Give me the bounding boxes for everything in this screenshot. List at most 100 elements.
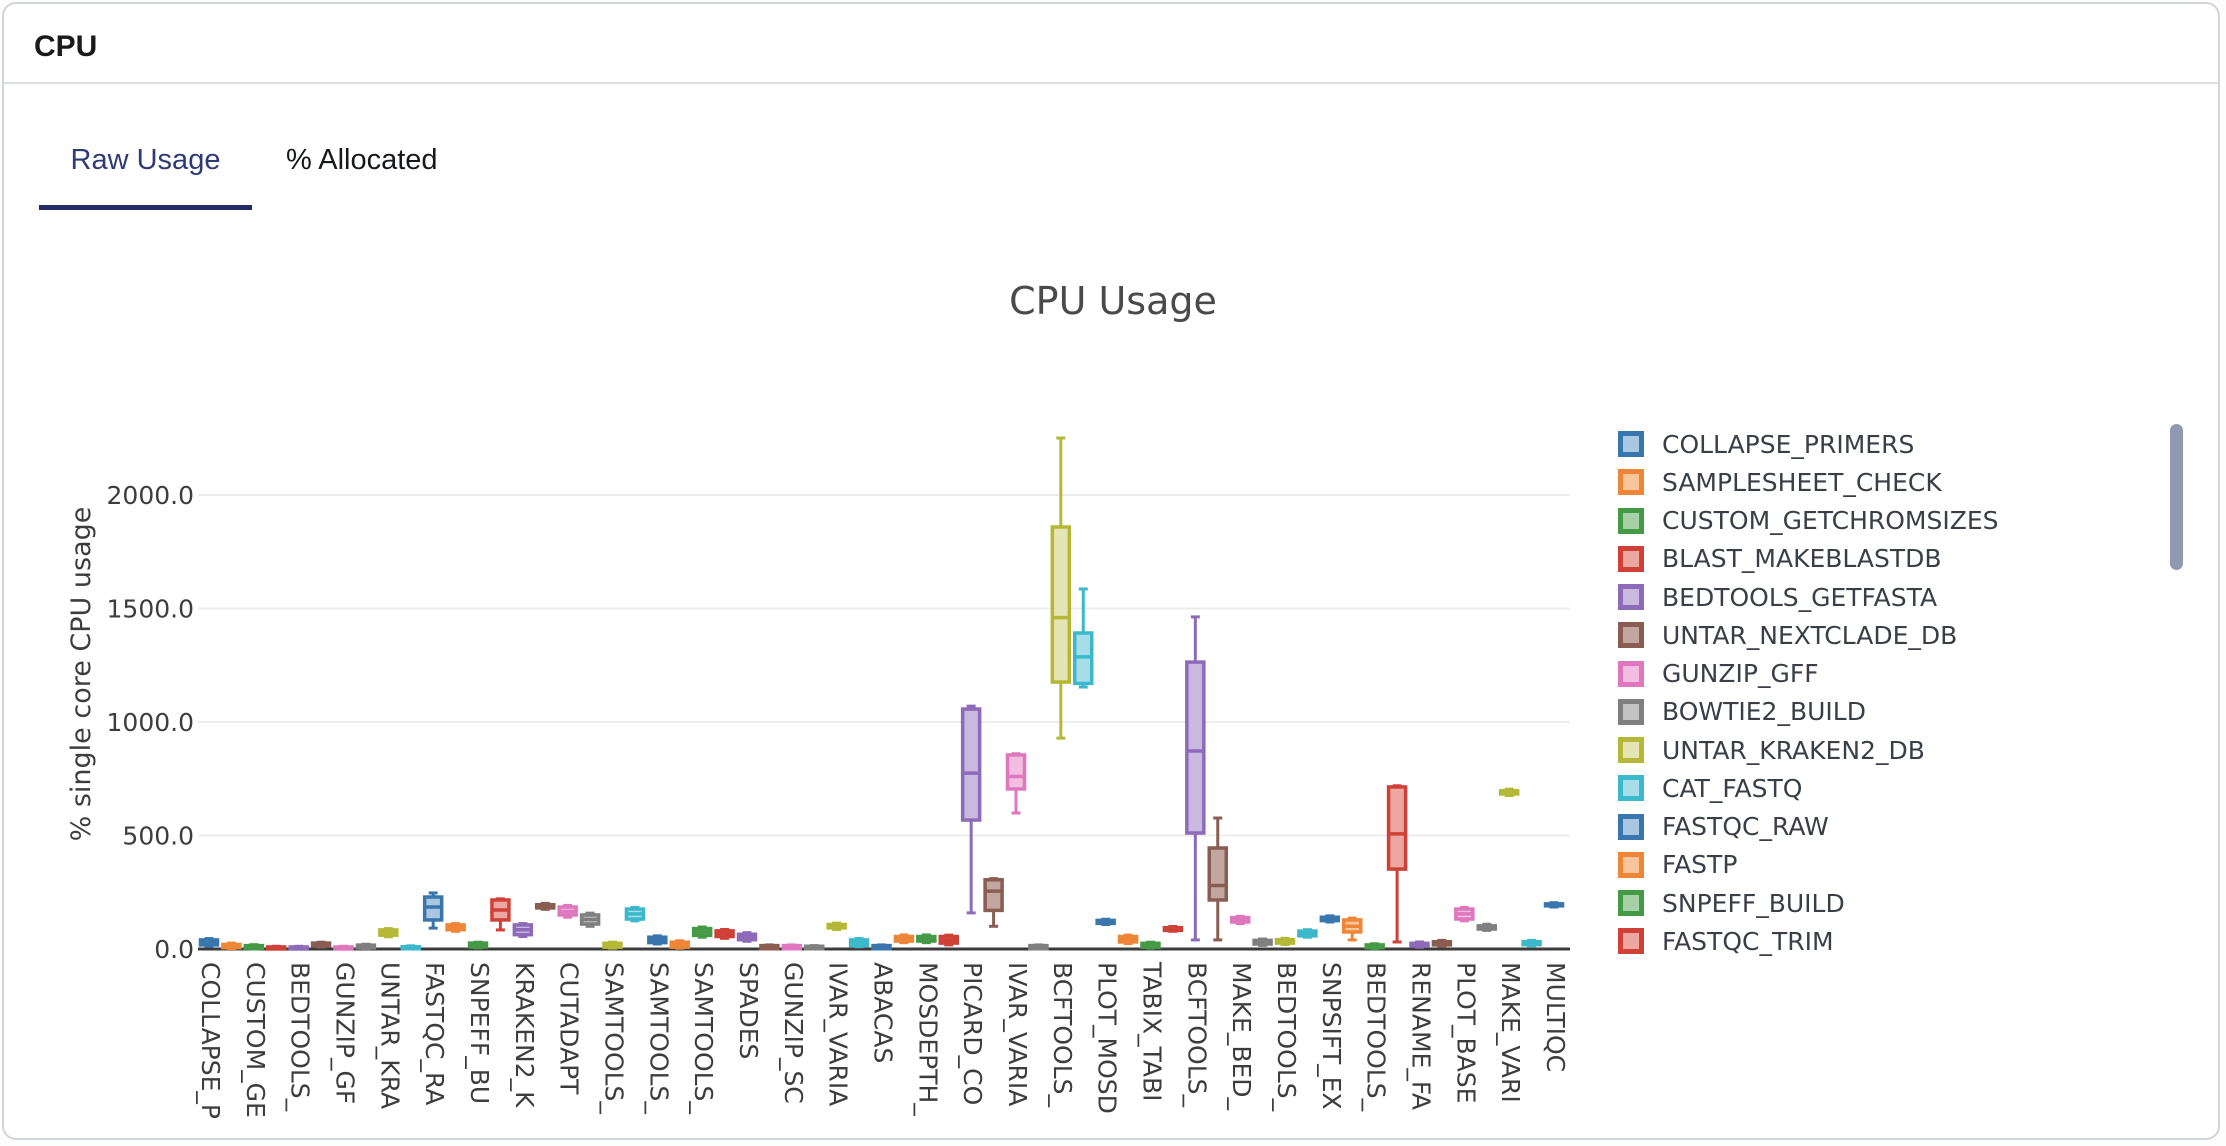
boxplot-box[interactable] [512, 922, 534, 939]
boxplot-box[interactable] [1073, 587, 1094, 689]
boxplot-box[interactable] [1274, 936, 1296, 946]
boxplot-box[interactable] [1386, 784, 1408, 944]
boxplot-box[interactable] [266, 944, 287, 951]
cpu-usage-boxplot-chart: 0.0 500.0 1000.0 1500.0 2000.0 COLLAPSE_P CUS… [66, 279, 1570, 1119]
legend-label: FASTQC_RAW [1662, 812, 1829, 841]
boxplot-box[interactable] [1543, 901, 1565, 909]
boxplot-box[interactable] [1521, 938, 1542, 948]
legend-item[interactable]: FASTQC_TRIM [1618, 926, 1834, 956]
boxplot-box[interactable] [1207, 816, 1229, 942]
boxplot-box[interactable] [938, 933, 960, 947]
boxplot-box[interactable] [333, 944, 354, 951]
boxplot-box[interactable] [1117, 933, 1139, 946]
boxplot-box[interactable] [736, 931, 758, 943]
legend-item[interactable]: SNPEFF_BUILD [1618, 888, 1845, 918]
boxplot-box[interactable] [400, 944, 422, 951]
boxplot-box[interactable] [1028, 943, 1049, 951]
boxplot-box[interactable] [1095, 917, 1116, 926]
legend-item[interactable]: BLAST_MAKEBLASTDB [1618, 544, 1942, 574]
boxplot-box[interactable] [916, 933, 937, 945]
boxplot-box[interactable] [310, 940, 332, 949]
boxplot-series [198, 436, 1565, 951]
boxplot-box[interactable] [669, 939, 691, 950]
boxplot-box[interactable] [378, 927, 399, 939]
boxplot-box[interactable] [1409, 940, 1430, 949]
x-tick-label: UNTAR_KRA [375, 962, 404, 1109]
boxplot-box[interactable] [893, 933, 915, 945]
boxplot-box[interactable] [467, 940, 489, 950]
boxplot-box[interactable] [1185, 615, 1206, 942]
legend-item[interactable]: CUSTOM_GETCHROMSIZES [1618, 506, 1999, 536]
boxplot-box[interactable] [804, 944, 825, 951]
legend-swatch-icon [1618, 507, 1644, 534]
boxplot-box[interactable] [826, 921, 847, 931]
boxplot-box[interactable] [602, 940, 623, 950]
boxplot-box[interactable] [288, 944, 309, 951]
boxplot-box[interactable] [535, 901, 556, 911]
boxplot-box[interactable] [624, 905, 646, 923]
x-tick-label: MOSDEPTH_ [913, 962, 942, 1116]
x-tick-label: SAMTOOLS_ [644, 962, 673, 1114]
y-tick-label: 1000.0 [107, 708, 194, 737]
boxplot-box[interactable] [1476, 922, 1498, 932]
boxplot-box[interactable] [1364, 942, 1385, 951]
boxplot-box[interactable] [647, 934, 668, 946]
boxplot-box[interactable] [198, 937, 220, 948]
legend-item[interactable]: FASTP [1618, 850, 1737, 880]
y-tick-label: 500.0 [122, 822, 194, 851]
legend-item[interactable]: CAT_FASTQ [1618, 773, 1802, 803]
boxplot-box[interactable] [557, 903, 578, 919]
legend-swatch-icon [1618, 660, 1644, 687]
boxplot-box[interactable] [871, 943, 892, 951]
legend-item[interactable]: COLLAPSE_PRIMERS [1618, 429, 1914, 459]
boxplot-box[interactable] [781, 943, 803, 951]
boxplot-box[interactable] [579, 911, 601, 928]
boxplot-box[interactable] [691, 925, 713, 939]
tab-raw-usage[interactable]: Raw Usage [39, 144, 252, 210]
tab-percent-allocated[interactable]: % Allocated [286, 144, 438, 176]
boxplot-box[interactable] [1252, 937, 1273, 947]
boxplot-box[interactable] [983, 877, 1004, 928]
boxplot-box[interactable] [1140, 940, 1161, 950]
boxplot-box[interactable] [1162, 925, 1184, 933]
boxplot-box[interactable] [1319, 914, 1341, 924]
legend-label: FASTQC_TRIM [1662, 926, 1834, 956]
boxplot-box[interactable] [221, 941, 242, 951]
boxplot-box[interactable] [759, 943, 780, 951]
legend-swatch-icon [1618, 698, 1644, 725]
x-tick-label: TABIX_TABI [1138, 961, 1167, 1102]
legend-item[interactable]: UNTAR_NEXTCLADE_DB [1618, 620, 1957, 650]
x-tick-label: SAMTOOLS_ [689, 962, 718, 1114]
x-tick-label: SPADES [734, 962, 763, 1059]
boxplot-box[interactable] [490, 897, 511, 932]
x-tick-label: MAKE_VARI [1496, 962, 1525, 1103]
boxplot-box[interactable] [355, 942, 377, 951]
legend-item[interactable]: GUNZIP_GFF [1618, 659, 1819, 689]
boxplot-box[interactable] [960, 704, 982, 915]
legend-item[interactable]: FASTQC_RAW [1618, 812, 1829, 842]
x-tick-label: GUNZIP_SC [779, 962, 808, 1104]
boxplot-box[interactable] [445, 922, 466, 933]
boxplot-box[interactable] [422, 891, 444, 930]
boxplot-box[interactable] [1342, 916, 1363, 942]
legend-swatch-icon [1618, 622, 1644, 649]
legend-item[interactable]: UNTAR_KRAKEN2_DB [1618, 735, 1925, 765]
boxplot-box[interactable] [848, 937, 870, 949]
legend-scrollbar-thumb[interactable] [2170, 424, 2183, 570]
boxplot-box[interactable] [1498, 787, 1520, 798]
boxplot-box[interactable] [1229, 914, 1251, 926]
legend-item[interactable]: BOWTIE2_BUILD [1618, 697, 1866, 727]
boxplot-box[interactable] [1454, 905, 1475, 923]
boxplot-box[interactable] [243, 943, 265, 951]
boxplot-box[interactable] [1431, 938, 1453, 948]
x-tick-label: FASTQC_RA [420, 962, 449, 1105]
boxplot-box[interactable] [714, 927, 735, 940]
y-tick-label: 0.0 [154, 935, 194, 964]
boxplot-box[interactable] [1005, 752, 1027, 815]
boxplot-box[interactable] [1297, 928, 1318, 939]
y-tick-label: 2000.0 [107, 481, 194, 510]
legend-item[interactable]: BEDTOOLS_GETFASTA [1618, 582, 1937, 612]
boxplot-box[interactable] [1050, 436, 1072, 740]
legend-item[interactable]: SAMPLESHEET_CHECK [1618, 467, 1942, 497]
legend-swatch-icon [1618, 469, 1644, 496]
